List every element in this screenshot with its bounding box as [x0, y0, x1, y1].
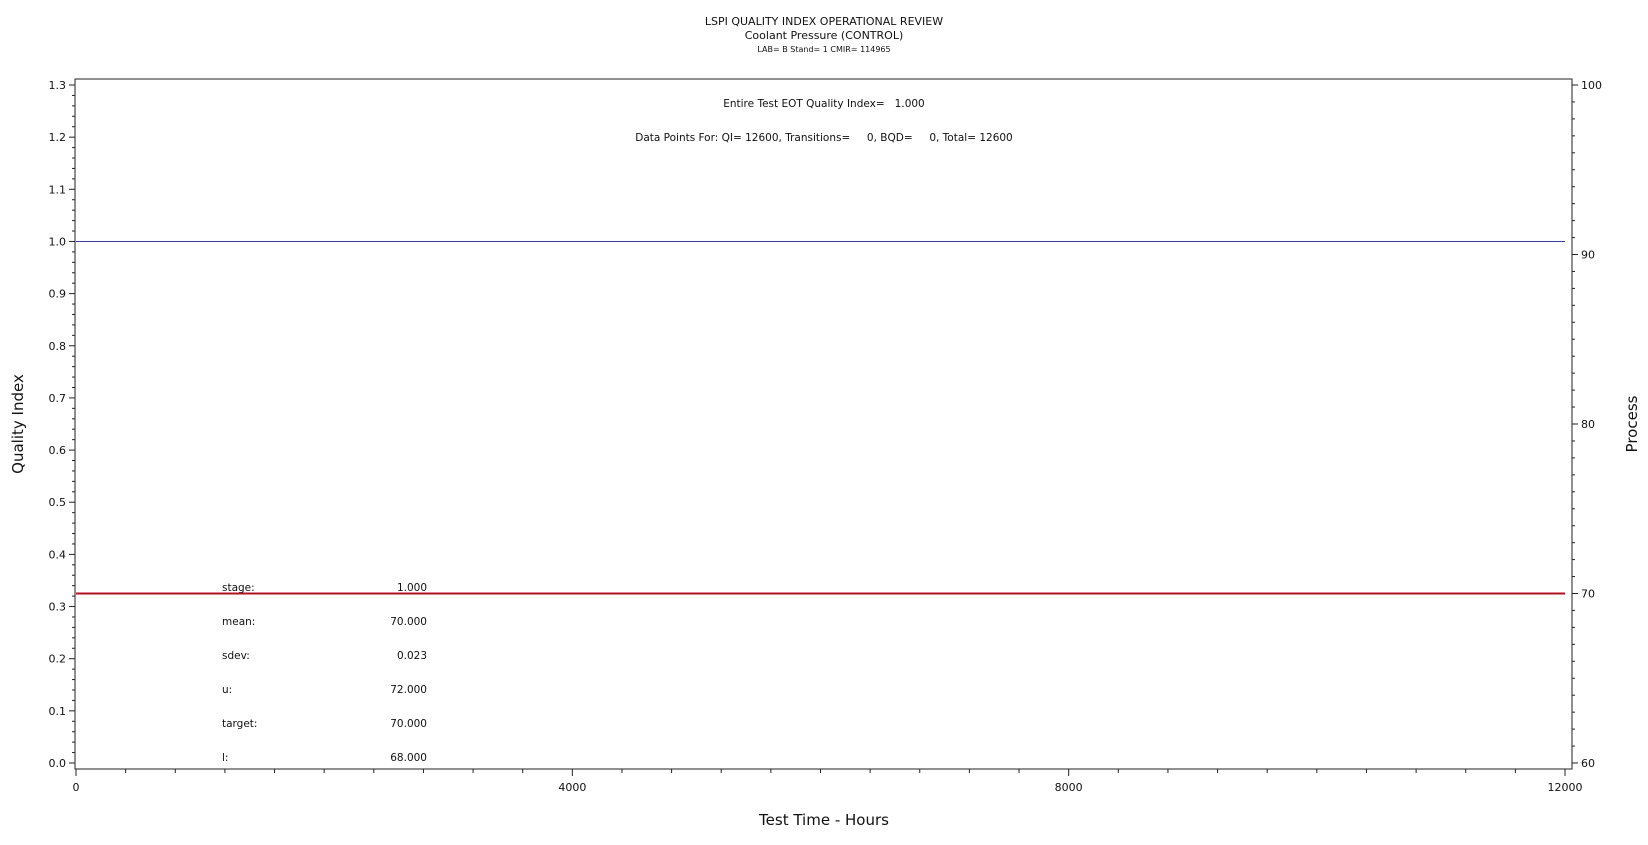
y-left-tick-label: 0.4 — [49, 548, 67, 561]
y-axis-left-label: Quality Index — [9, 374, 27, 474]
y-left-tick-label: 1.1 — [49, 183, 67, 196]
y-left-tick-label: 0.0 — [49, 757, 67, 770]
stat-label: stage: — [222, 582, 255, 594]
y-left-tick-label: 0.9 — [49, 288, 67, 301]
stat-label: l: — [222, 752, 228, 764]
stat-label: u: — [222, 684, 232, 696]
stat-label: mean: — [222, 616, 255, 628]
y-right-tick-label: 90 — [1581, 249, 1595, 262]
x-tick-label: 12000 — [1548, 781, 1583, 794]
stat-value: 1.000 — [397, 582, 427, 594]
stat-value: 70.000 — [390, 718, 427, 730]
y-right-tick-label: 100 — [1581, 79, 1602, 92]
y-left-tick-label: 1.2 — [49, 131, 67, 144]
stats-table: stage: 1.000 mean: 70.000 sdev: 0.023 u: 72.000… — [222, 582, 427, 764]
x-tick-label: 4000 — [558, 781, 586, 794]
y-left-tick-label: 1.3 — [49, 79, 67, 92]
y-left-tick-label: 1.0 — [49, 235, 67, 248]
y-left-tick-label: 0.2 — [49, 653, 67, 666]
y-axis-left: 0.0 0.1 0.2 0.3 0.4 0.5 0.6 0.7 0.8 0.9 1.0 1.1 1.2 1… — [49, 79, 75, 770]
y-axis-right: 60 70 80 90 100 — [1572, 79, 1602, 770]
y-left-tick-label: 0.7 — [49, 392, 67, 405]
stat-value: 68.000 — [390, 752, 427, 764]
y-right-tick-label: 60 — [1581, 757, 1595, 770]
eot-quality-annotation: Entire Test EOT Quality Index= 1.000 — [723, 98, 925, 110]
chart-subsubtitle: LAB= B Stand= 1 CMIR= 114965 — [757, 45, 890, 54]
stat-label: target: — [222, 718, 257, 730]
x-tick-label: 0 — [73, 781, 80, 794]
y-right-tick-label: 80 — [1581, 418, 1595, 431]
y-axis-right-label: Process — [1623, 395, 1641, 452]
stat-value: 72.000 — [390, 684, 427, 696]
x-axis: 0 4000 8000 12000 — [73, 769, 1583, 794]
stat-value: 0.023 — [397, 650, 427, 662]
stat-value: 70.000 — [390, 616, 427, 628]
chart-title: LSPI QUALITY INDEX OPERATIONAL REVIEW — [705, 15, 943, 28]
y-left-tick-label: 0.3 — [49, 601, 67, 614]
y-right-tick-label: 70 — [1581, 588, 1595, 601]
plot-frame — [74, 78, 1573, 770]
chart-subtitle: Coolant Pressure (CONTROL) — [745, 29, 904, 42]
x-axis-label: Test Time - Hours — [758, 811, 889, 829]
series-layer — [76, 241, 1565, 595]
y-left-tick-label: 0.8 — [49, 340, 67, 353]
y-left-tick-label: 0.6 — [49, 444, 67, 457]
x-tick-label: 8000 — [1055, 781, 1083, 794]
data-points-annotation: Data Points For: QI= 12600, Transitions=… — [635, 132, 1013, 144]
y-left-tick-label: 0.1 — [49, 705, 67, 718]
y-left-tick-label: 0.5 — [49, 496, 67, 509]
stat-label: sdev: — [222, 650, 250, 662]
